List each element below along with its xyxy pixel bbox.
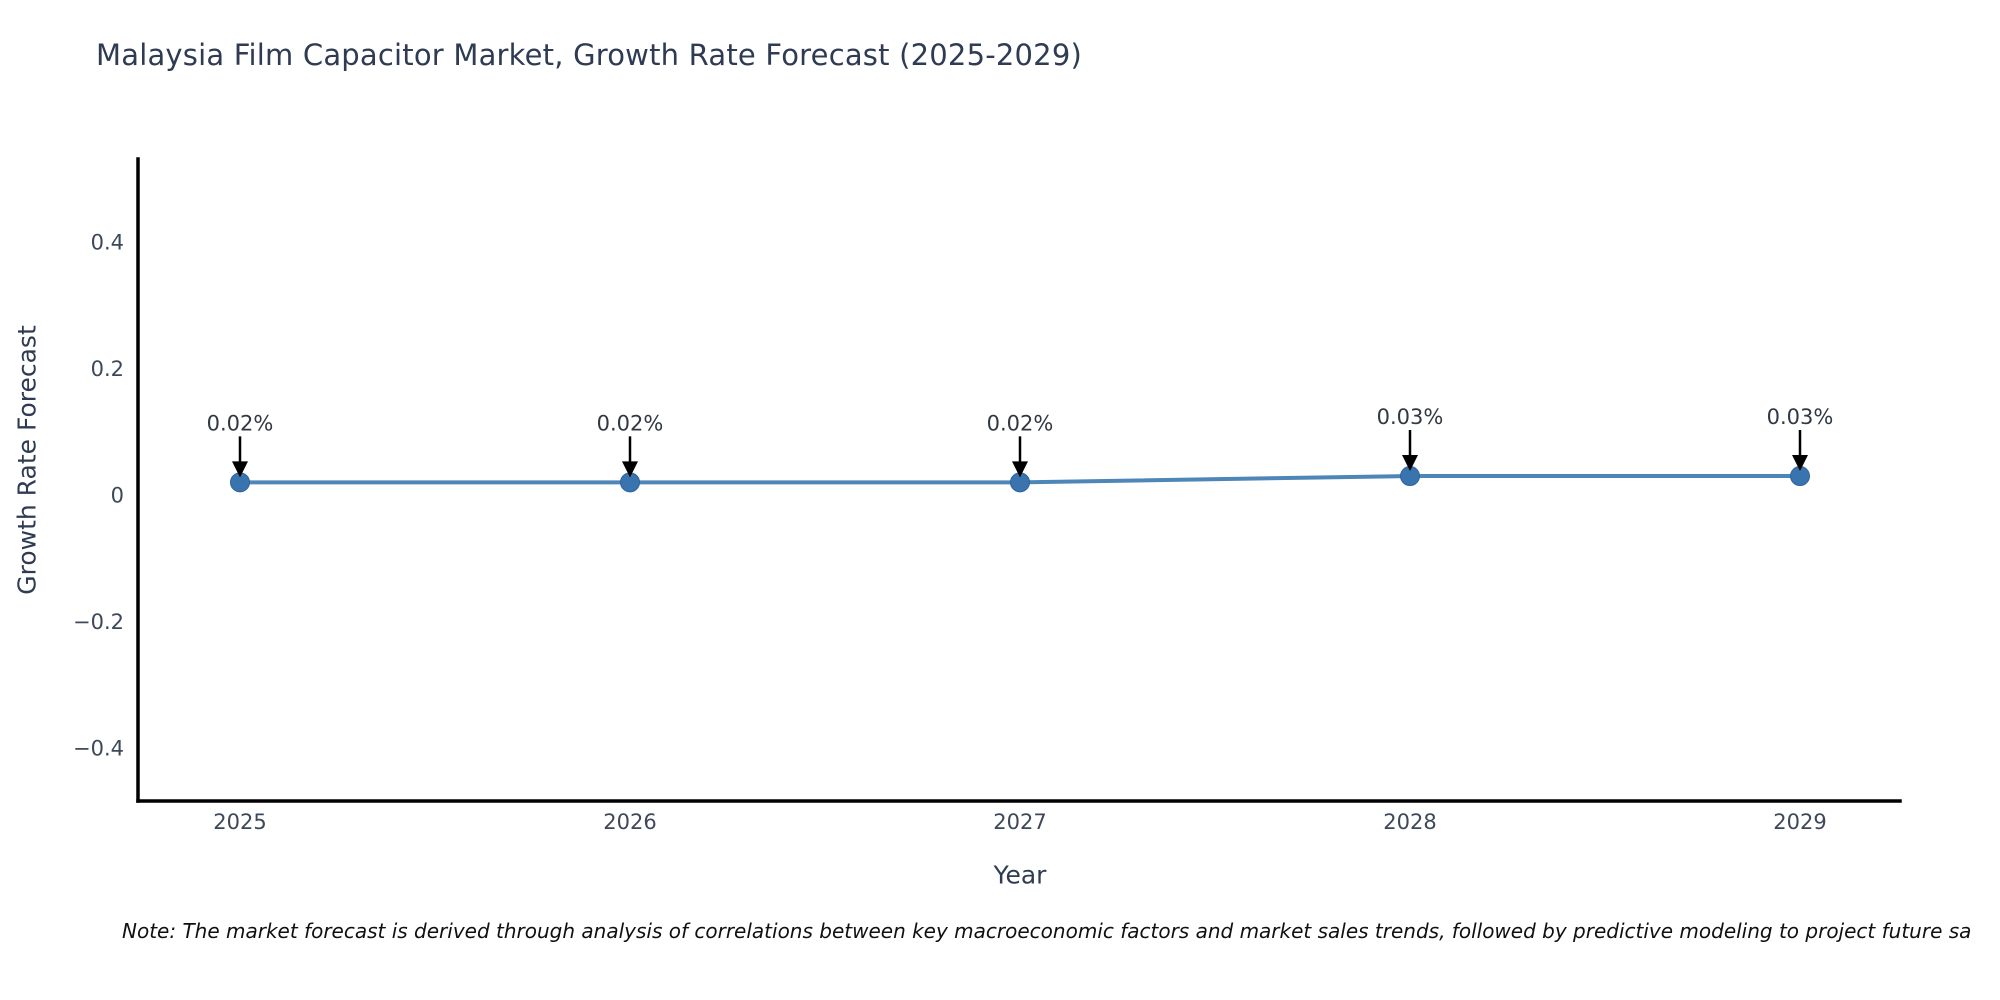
annotation-arrow-head (232, 461, 248, 478)
x-tick-label: 2026 (603, 810, 656, 834)
chart-title: Malaysia Film Capacitor Market, Growth R… (96, 38, 1082, 72)
annotation-arrow-head (1012, 461, 1028, 478)
annotation-arrow-head (622, 461, 638, 478)
y-tick-label: 0.4 (91, 231, 124, 255)
x-axis-title: Year (993, 860, 1047, 890)
x-tick-label: 2029 (1773, 810, 1826, 834)
annotation-arrow-head (1792, 455, 1808, 472)
annotation-arrow-head (1402, 455, 1418, 472)
x-tick-label: 2028 (1383, 810, 1436, 834)
data-point-label: 0.03% (1767, 405, 1834, 429)
y-tick-label: −0.4 (73, 737, 124, 761)
y-tick-label: 0.2 (91, 357, 124, 381)
data-point-label: 0.03% (1377, 405, 1444, 429)
y-tick-label: 0 (111, 484, 124, 508)
y-tick-label: −0.2 (73, 610, 124, 634)
x-tick-label: 2027 (993, 810, 1046, 834)
y-axis-title: Growth Rate Forecast (12, 325, 42, 595)
data-point-label: 0.02% (207, 411, 274, 435)
x-tick-label: 2025 (213, 810, 266, 834)
data-point-label: 0.02% (987, 411, 1054, 435)
footnote: Note: The market forecast is derived thr… (122, 919, 1972, 943)
data-point-label: 0.02% (597, 411, 664, 435)
